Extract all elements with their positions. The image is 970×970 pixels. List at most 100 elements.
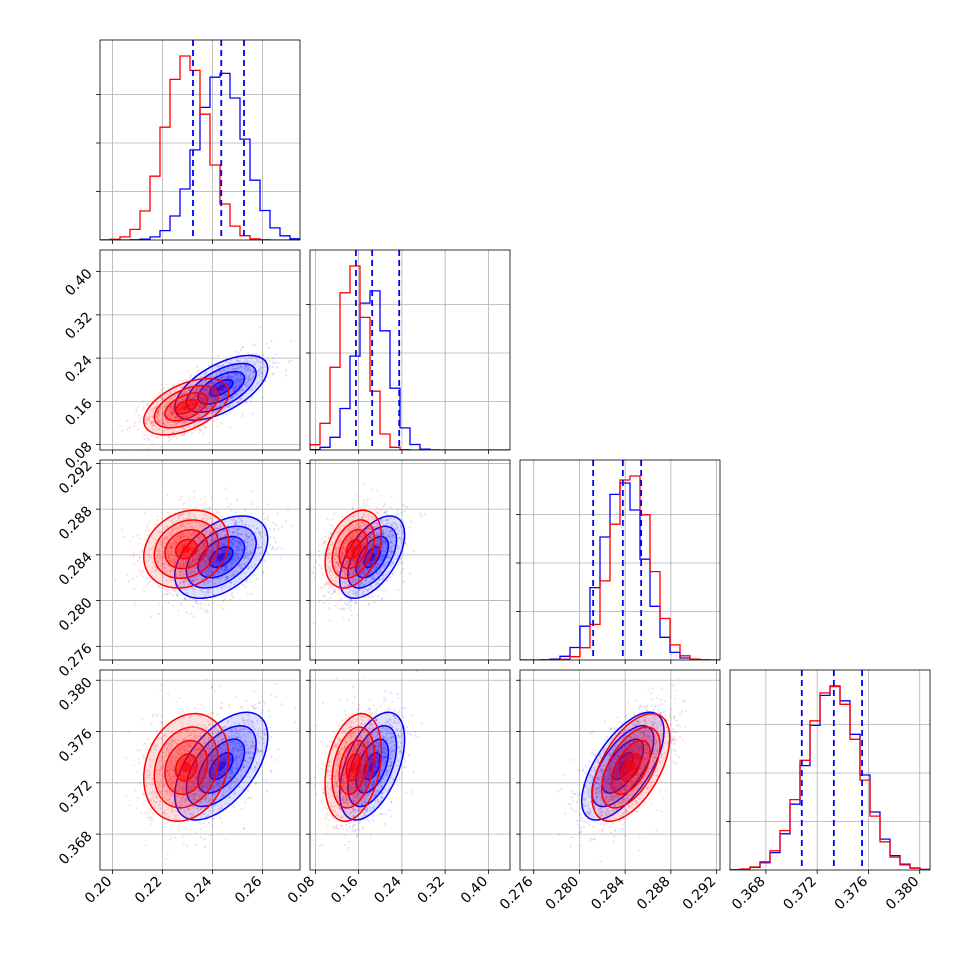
sample-point <box>205 390 208 393</box>
sample-point <box>286 508 290 511</box>
sample-point <box>243 367 246 370</box>
sample-point <box>147 412 150 415</box>
sample-point <box>212 409 215 412</box>
sample-point <box>213 397 216 400</box>
sample-point <box>333 588 337 591</box>
sample-point <box>188 401 191 404</box>
sample-point <box>210 412 213 415</box>
sample-point <box>238 359 241 362</box>
sample-point <box>140 571 144 574</box>
sample-point <box>138 420 142 423</box>
sample-point <box>371 595 374 598</box>
sample-point <box>204 372 207 375</box>
sample-point <box>174 416 177 419</box>
sample-point <box>205 571 208 574</box>
sample-point <box>211 381 214 384</box>
sample-point <box>128 580 131 583</box>
sample-point <box>192 403 195 406</box>
sample-point <box>222 608 225 611</box>
sample-point <box>204 570 207 574</box>
sample-point <box>211 393 215 396</box>
sample-point <box>178 415 181 418</box>
sample-point <box>192 400 195 404</box>
sample-point <box>194 407 197 411</box>
sample-point <box>172 409 175 412</box>
sample-point <box>164 393 167 396</box>
sample-point <box>170 412 173 415</box>
sample-point <box>171 423 175 426</box>
sample-point <box>396 508 399 512</box>
sample-point <box>218 397 222 400</box>
sample-point <box>186 419 189 422</box>
sample-point <box>162 397 165 400</box>
sample-point <box>219 391 222 394</box>
sample-point <box>250 356 254 359</box>
sample-point <box>202 424 205 427</box>
sample-point <box>203 501 207 504</box>
sample-point <box>214 397 217 400</box>
sample-point <box>313 576 316 579</box>
sample-point <box>162 421 165 424</box>
sample-point <box>254 344 257 347</box>
sample-point <box>183 391 186 394</box>
sample-point <box>209 381 212 385</box>
sample-point <box>215 395 218 398</box>
sample-point <box>170 410 173 413</box>
sample-point <box>231 572 234 576</box>
sample-point <box>173 428 176 431</box>
sample-point <box>244 374 248 377</box>
sample-point <box>248 368 251 371</box>
sample-point <box>210 403 213 406</box>
contour-line <box>174 398 198 415</box>
sample-point <box>273 537 276 540</box>
sample-point <box>262 396 265 399</box>
sample-point <box>209 403 212 406</box>
sample-point <box>220 397 223 400</box>
sample-point <box>174 400 177 403</box>
sample-point <box>226 381 229 384</box>
sample-point <box>171 593 175 597</box>
sample-point <box>196 381 200 384</box>
sample-point <box>197 399 200 402</box>
sample-point <box>208 382 211 385</box>
sample-point <box>368 595 371 598</box>
sample-point <box>193 411 196 414</box>
sample-point <box>199 404 202 407</box>
sample-point <box>385 588 388 592</box>
sample-point <box>252 372 255 375</box>
sample-point <box>237 385 240 389</box>
sample-point <box>177 421 180 424</box>
sample-point <box>237 585 240 589</box>
sample-point <box>209 398 212 402</box>
sample-point <box>200 376 203 379</box>
sample-point <box>181 415 184 418</box>
sample-point <box>235 385 238 389</box>
sample-point <box>205 388 208 391</box>
sample-point <box>186 592 189 595</box>
sample-point <box>203 411 206 414</box>
sample-point <box>262 362 265 365</box>
sample-point <box>197 431 200 434</box>
sample-point <box>258 369 261 372</box>
sample-point <box>202 401 205 404</box>
sample-point <box>251 502 254 506</box>
sample-point <box>267 346 270 349</box>
sample-point <box>277 528 280 531</box>
sample-point <box>229 375 233 378</box>
sample-point <box>187 388 190 391</box>
sample-point <box>198 401 201 404</box>
sample-point <box>195 387 198 390</box>
sample-point <box>329 524 332 527</box>
sample-point <box>194 402 197 405</box>
sample-point <box>155 436 158 439</box>
sample-point <box>211 410 214 413</box>
sample-point <box>191 605 195 608</box>
sample-point <box>188 389 191 392</box>
sample-point <box>169 410 172 413</box>
sample-point <box>230 554 233 557</box>
sample-point <box>179 379 182 382</box>
sample-point <box>202 418 205 422</box>
sample-point <box>363 506 366 509</box>
sample-point <box>182 507 186 510</box>
sample-point <box>219 364 222 367</box>
